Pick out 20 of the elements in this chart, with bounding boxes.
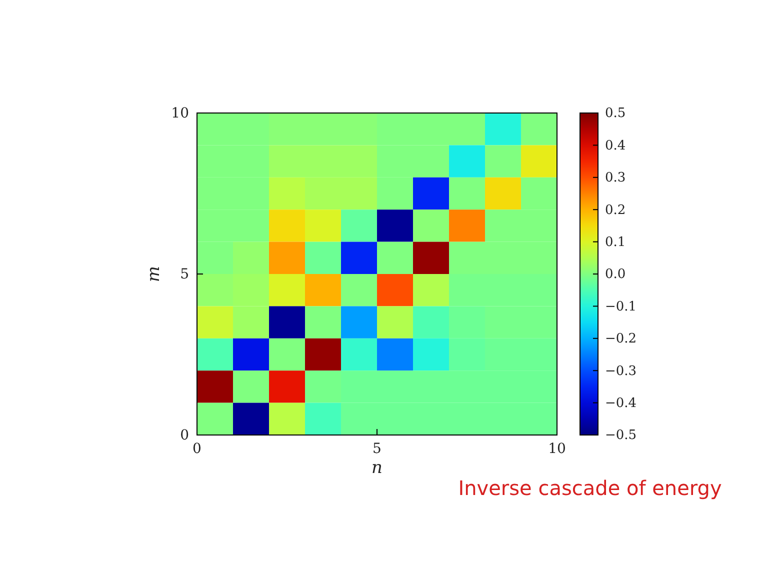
y-axis-title: m bbox=[144, 266, 164, 282]
y-tick-label: 5 bbox=[180, 266, 189, 282]
color-bar-label: 0.4 bbox=[605, 138, 626, 154]
color-bar-label: 0.0 bbox=[605, 267, 626, 282]
color-bar-label: 0.3 bbox=[605, 170, 626, 186]
color-bar-label: −0.5 bbox=[605, 428, 637, 444]
x-axis-title: n bbox=[372, 458, 382, 478]
color-bar-label: −0.4 bbox=[605, 396, 637, 411]
color-bar-label: −0.2 bbox=[605, 332, 637, 347]
color-bar-label: −0.1 bbox=[605, 299, 637, 314]
x-tick-label: 0 bbox=[192, 440, 202, 457]
color-bar-label: 0.5 bbox=[605, 106, 626, 122]
color-bar-label: −0.3 bbox=[605, 364, 637, 379]
x-tick-label: 5 bbox=[372, 440, 382, 457]
y-tick-label: 0 bbox=[180, 427, 189, 444]
y-tick-label: 10 bbox=[171, 105, 189, 122]
color-bar-label: 0.2 bbox=[605, 202, 626, 218]
color-bar-label: 0.1 bbox=[605, 234, 626, 250]
text: Inverse cascade of energy bbox=[458, 476, 722, 500]
x-tick-label: 10 bbox=[548, 440, 566, 457]
